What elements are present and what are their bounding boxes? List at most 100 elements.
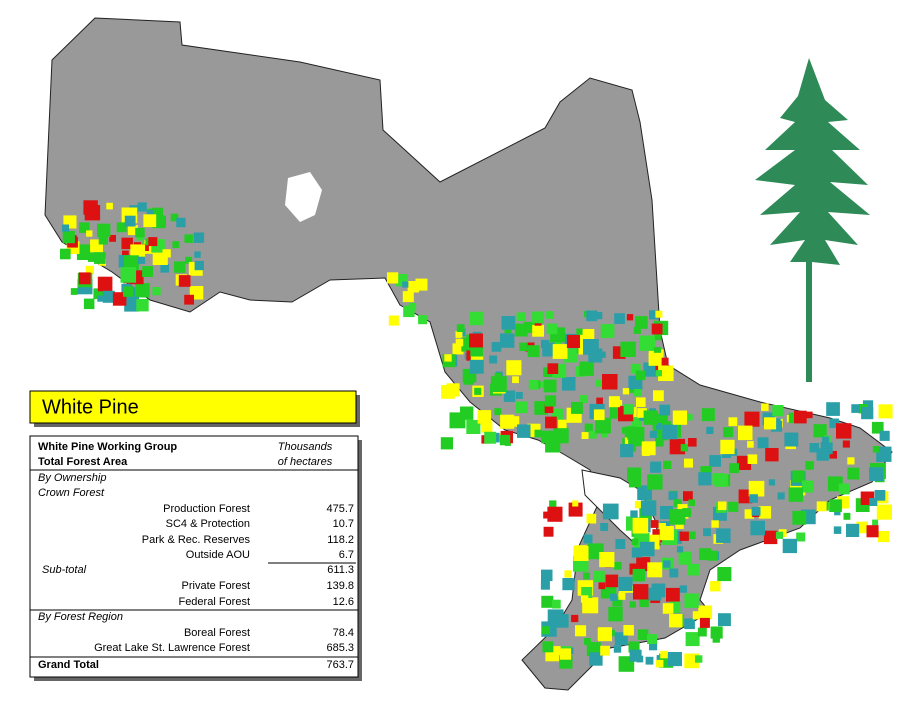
table-box (29, 435, 359, 678)
forest-patch (60, 248, 71, 260)
forest-patch (608, 606, 623, 622)
heading: Thousands (278, 441, 333, 453)
forest-patch (637, 629, 649, 640)
forest-patch (152, 207, 163, 219)
forest-patch (571, 614, 579, 623)
forest-patch (809, 443, 819, 453)
forest-patch (678, 551, 692, 565)
forest-patch (599, 351, 606, 358)
forest-patch (758, 506, 772, 519)
forest-patch (519, 342, 528, 351)
forest-patch (143, 214, 157, 228)
forest-patch (109, 235, 116, 242)
forest-patch (572, 500, 579, 507)
row-label: Outside AOU (186, 549, 250, 561)
forest-patch (679, 585, 687, 593)
forest-patch (537, 381, 544, 388)
forest-patch (554, 614, 569, 628)
forest-patch (710, 581, 721, 592)
row-label: Great Lake St. Lawrence Forest (94, 642, 250, 654)
forest-patch (543, 379, 557, 393)
forest-patch (647, 562, 663, 578)
forest-patch (552, 344, 568, 359)
forest-patch (653, 347, 661, 355)
forest-patch (648, 587, 662, 601)
forest-patch (561, 377, 576, 391)
forest-patch (653, 426, 662, 435)
forest-patch (514, 323, 528, 337)
forest-patch (655, 437, 664, 447)
forest-patch (688, 499, 695, 507)
forest-patch (595, 417, 611, 434)
forest-patch (194, 260, 204, 271)
row-label: SC4 & Protection (166, 518, 250, 530)
forest-patch (792, 470, 805, 483)
forest-patch (629, 601, 636, 608)
forest-patch (543, 526, 554, 537)
forest-patch (796, 532, 806, 542)
forest-patch (554, 339, 562, 347)
forest-patch (656, 422, 664, 431)
forest-patch (623, 625, 634, 636)
forest-patch (564, 570, 572, 578)
forest-patch (632, 568, 646, 582)
forest-patch (829, 418, 839, 428)
row-value: 118.2 (327, 534, 354, 546)
forest-patch (748, 480, 765, 497)
forest-patch (851, 404, 860, 413)
forest-patch (707, 550, 718, 561)
forest-patch (744, 411, 760, 427)
forest-patch (639, 597, 649, 608)
forest-patch (782, 538, 797, 554)
forest-patch (660, 650, 668, 659)
forest-patch (547, 363, 559, 374)
forest-patch (135, 227, 145, 238)
forest-patch (547, 506, 563, 522)
map-title: White Pine (42, 396, 139, 418)
forest-patch (822, 436, 830, 444)
forest-patch (699, 617, 710, 628)
forest-patch (836, 423, 852, 439)
forest-patch (761, 403, 769, 411)
forest-patch (102, 290, 115, 303)
forest-patch (494, 372, 502, 380)
forest-patch (676, 546, 684, 553)
forest-patch (647, 474, 663, 490)
forest-patch (846, 523, 860, 537)
forest-patch (686, 413, 693, 421)
forest-patch (543, 511, 551, 519)
forest-patch (88, 252, 98, 262)
forest-patch (388, 315, 399, 326)
forest-patch (408, 302, 417, 311)
lake-nipigon (285, 172, 322, 222)
row-label: Production Forest (163, 503, 250, 515)
forest-patch (93, 288, 105, 300)
forest-patch (784, 432, 799, 447)
forest-patch (484, 431, 497, 444)
forest-patch (866, 525, 879, 538)
row-value: 78.4 (333, 627, 354, 639)
forest-patch (98, 235, 108, 245)
forest-patch (593, 570, 605, 583)
forest-patch (598, 627, 612, 642)
forest-patch (584, 423, 593, 432)
forest-patch (581, 432, 589, 439)
row-value: 139.8 (326, 580, 354, 592)
forest-patch (624, 426, 636, 438)
forest-patch (193, 232, 205, 243)
forest-patch (645, 656, 654, 665)
forest-patch (83, 200, 98, 215)
row-value: 611.3 (327, 564, 354, 576)
forest-patch (121, 237, 133, 250)
forest-patch (679, 531, 689, 541)
forest-patch (631, 538, 639, 546)
forest-patch (584, 638, 591, 645)
pine-tree (755, 58, 870, 382)
forest-patch (148, 237, 158, 247)
forest-patch (874, 490, 886, 501)
forest-patch (583, 572, 590, 580)
forest-patch (862, 400, 874, 411)
forest-patch (649, 642, 658, 651)
section-label: By Forest Region (38, 611, 123, 623)
forest-patch (622, 388, 630, 395)
